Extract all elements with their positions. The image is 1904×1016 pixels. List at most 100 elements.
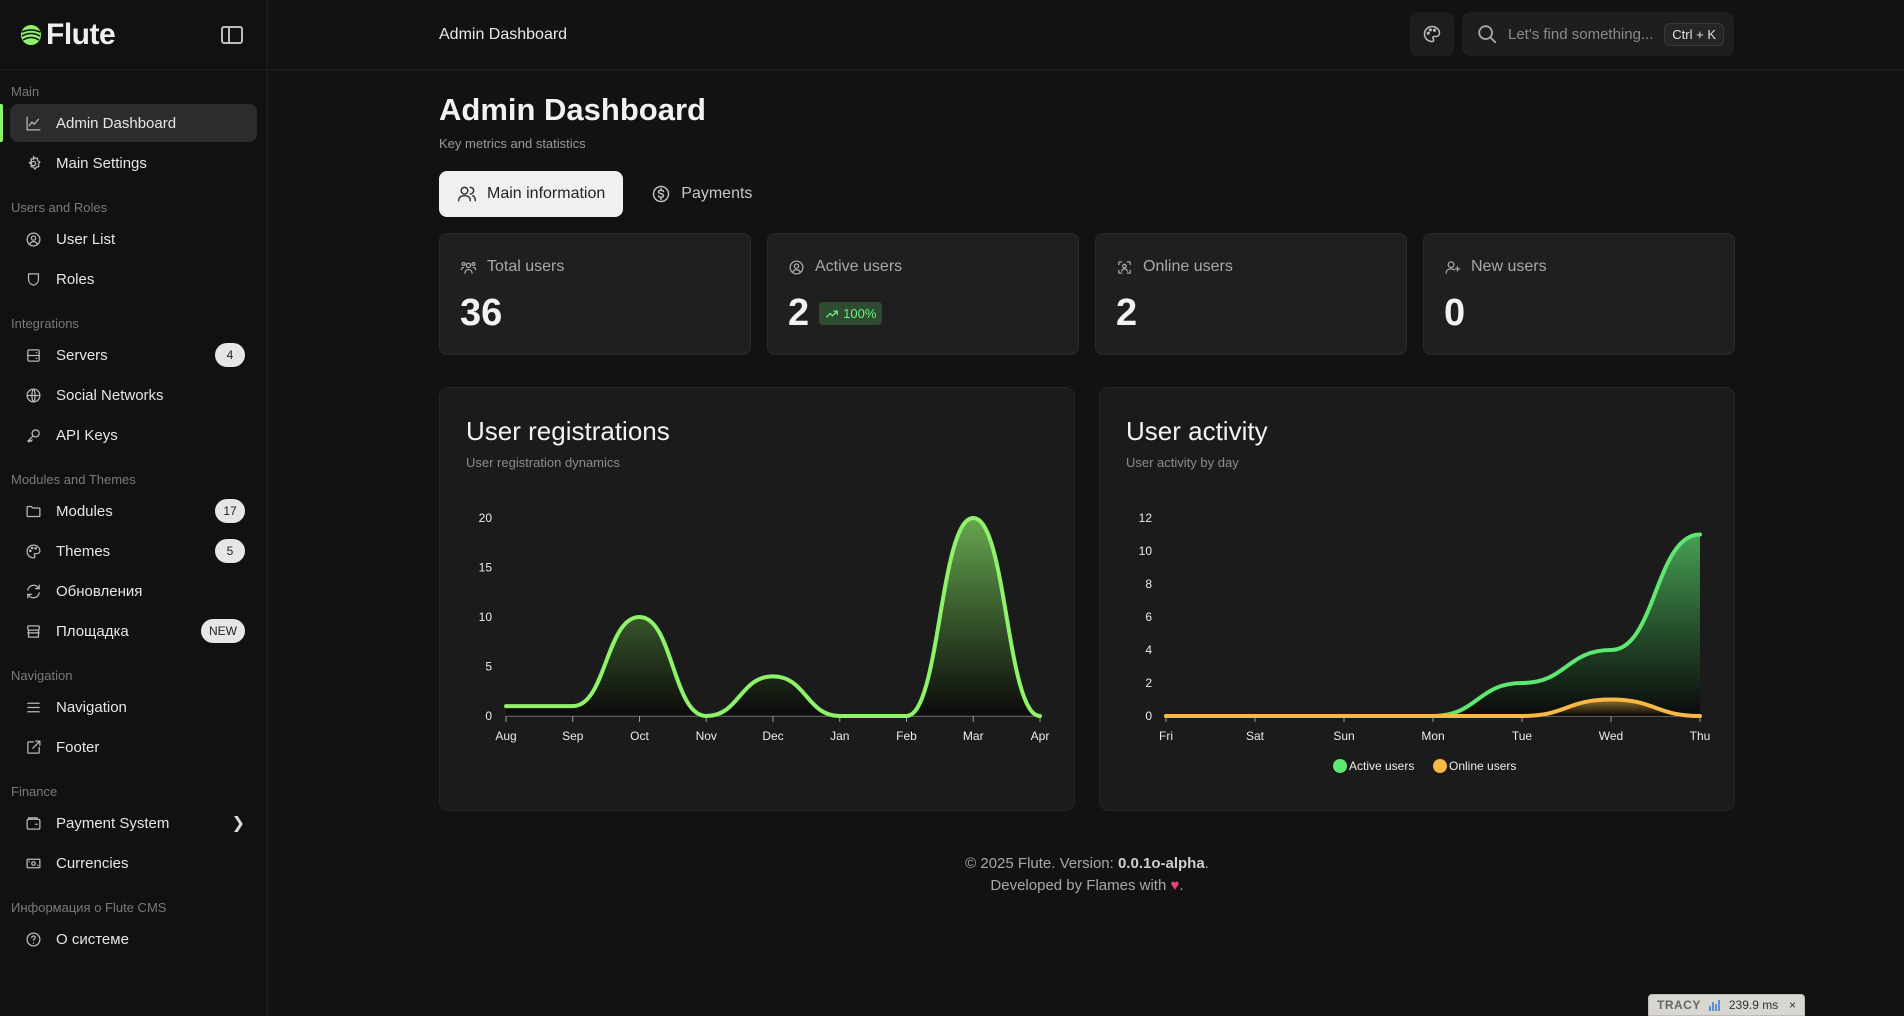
tab-main-information[interactable]: Main information — [439, 171, 624, 217]
sidebar-item-площадка[interactable]: Площадка NEW — [10, 612, 257, 650]
server-icon — [24, 346, 42, 364]
sidebar-item-roles[interactable]: Roles — [10, 260, 257, 298]
x-tick-label: Fri — [1159, 729, 1173, 743]
sidebar-item-footer[interactable]: Footer — [10, 728, 257, 766]
shield-icon — [24, 270, 42, 288]
line-online-users — [1164, 697, 1702, 718]
stat-label: New users — [1471, 258, 1547, 275]
sidebar-item-label: Площадка — [56, 622, 129, 640]
user-scan-icon — [1118, 260, 1131, 274]
search-placeholder: Let's find something... — [1508, 25, 1654, 43]
registrations-chart: 0 5 10 15 20 Aug Sep Oct Nov Dec Jan Feb Mar Apr — [479, 511, 1050, 743]
sidebar-item-servers[interactable]: Servers 4 — [10, 336, 257, 374]
y-tick-label: 8 — [1145, 577, 1152, 591]
sidebar-item-label: О системе — [56, 930, 129, 948]
legend-swatch — [1433, 759, 1447, 773]
theme-palette-button[interactable] — [1410, 12, 1454, 56]
chart-title: User registrations — [466, 416, 670, 446]
tab-label: Main information — [487, 185, 606, 202]
stats-grid: Total users 36 Active users 2 100% Onlin… — [439, 233, 1735, 355]
sidebar-item-label: Footer — [56, 738, 100, 756]
legend-item[interactable]: Online users — [1433, 759, 1516, 773]
sidebar: Flute Main Admin Dashboard Main Settings… — [0, 0, 268, 1016]
globe-icon — [24, 386, 42, 404]
stat-card-new-users: New users 0 — [1423, 233, 1735, 355]
y-tick-label: 0 — [485, 709, 492, 723]
search-icon — [1478, 25, 1497, 44]
top-header: Admin Dashboard Let's find something... … — [269, 0, 1904, 70]
sidebar-item-label: Themes — [56, 542, 111, 560]
stat-value: 0 — [1444, 292, 1466, 334]
x-tick-label: Apr — [1031, 729, 1050, 743]
charts-grid: User registrations User registration dyn… — [439, 387, 1735, 811]
tab-label: Payments — [681, 185, 753, 202]
x-tick-label: Sep — [562, 729, 584, 743]
y-tick-label: 15 — [479, 561, 493, 575]
stat-label: Online users — [1143, 258, 1233, 275]
logo[interactable]: Flute — [20, 17, 116, 52]
sidebar-item-social-networks[interactable]: Social Networks — [10, 376, 257, 414]
sidebar-item-label: Social Networks — [56, 386, 164, 404]
area-registrations — [506, 518, 1040, 716]
stat-card-active-users: Active users 2 100% — [767, 233, 1079, 355]
y-tick-label: 12 — [1139, 511, 1153, 525]
activity-chart: 0 2 4 6 8 10 12 Fri Sat Sun Mon Tue Wed Thu Active use… — [1139, 511, 1710, 773]
chart-subtitle: User activity by day — [1126, 455, 1239, 470]
brand-name: Flute — [46, 17, 116, 51]
x-tick-label: Wed — [1599, 729, 1623, 743]
flute-logo-icon — [21, 24, 41, 45]
sidebar-item-main-settings[interactable]: Main Settings — [10, 144, 257, 182]
stat-value: 2 — [788, 292, 810, 334]
sidebar-toggle-icon[interactable] — [221, 25, 243, 44]
user-plus-icon — [1445, 260, 1461, 274]
header-title: Admin Dashboard — [439, 26, 568, 43]
y-tick-label: 4 — [1145, 643, 1152, 657]
sidebar-item-user-list[interactable]: User List — [10, 220, 257, 258]
tracy-close-icon[interactable]: × — [1788, 998, 1796, 1012]
tracy-time: 239.9 ms — [1728, 998, 1779, 1012]
y-tick-label: 2 — [1145, 676, 1152, 690]
sidebar-item-о-системе[interactable]: О системе — [10, 920, 257, 958]
stat-label: Active users — [815, 258, 903, 275]
footer-copyright: © 2025 Flute. Version: — [965, 855, 1118, 872]
sidebar-item-modules[interactable]: Modules 17 — [10, 492, 257, 530]
sidebar-item-themes[interactable]: Themes 5 — [10, 532, 257, 570]
x-tick-label: Sun — [1333, 729, 1354, 743]
sidebar-badge: 5 — [215, 539, 245, 563]
trend-value: 100% — [843, 306, 877, 321]
footer: © 2025 Flute. Version: 0.0.1o-alpha. Dev… — [439, 853, 1735, 897]
chevron-right-icon: ❯ — [231, 815, 245, 832]
chart-card-user-registrations: User registrations User registration dyn… — [439, 387, 1075, 811]
refresh-icon — [24, 582, 42, 600]
sidebar-header: Flute — [0, 0, 267, 70]
tab-payments[interactable]: Payments — [633, 171, 770, 217]
sidebar-item-navigation[interactable]: Navigation — [10, 688, 257, 726]
footer-developed-by: Developed by Flames with — [990, 877, 1171, 894]
tracy-logo: TRACY — [1657, 998, 1701, 1012]
x-tick-label: Tue — [1512, 729, 1533, 743]
search-input[interactable]: Let's find something... Ctrl + K — [1462, 12, 1734, 56]
footer-copyright-line: © 2025 Flute. Version: 0.0.1o-alpha. — [965, 855, 1209, 872]
footer-version: 0.0.1o-alpha — [1117, 855, 1205, 872]
tracy-debug-bar[interactable]: TRACY 239.9 ms × — [1648, 994, 1805, 1016]
y-tick-label: 20 — [479, 511, 493, 525]
x-tick-label: Aug — [495, 729, 516, 743]
search-shortcut: Ctrl + K — [1664, 22, 1724, 46]
stat-card-online-users: Online users 2 — [1095, 233, 1407, 355]
stat-card-total-users: Total users 36 — [439, 233, 751, 355]
users-icon — [457, 186, 477, 202]
y-tick-label: 5 — [485, 660, 492, 674]
page-title: Admin Dashboard — [439, 92, 706, 127]
x-tick-label: Jan — [830, 729, 849, 743]
sidebar-item-currencies[interactable]: Currencies — [10, 844, 257, 882]
legend-item[interactable]: Active users — [1333, 759, 1414, 773]
sidebar-item-обновления[interactable]: Обновления — [10, 572, 257, 610]
sidebar-item-label: Payment System — [56, 814, 170, 832]
sidebar-item-admin-dashboard[interactable]: Admin Dashboard — [0, 104, 257, 142]
chart-card-user-activity: User activity User activity by day 0 2 4 6 8… — [1099, 387, 1735, 811]
line-registrations — [504, 515, 1042, 719]
sidebar-item-api-keys[interactable]: API Keys — [10, 416, 257, 454]
sidebar-badge: NEW — [201, 619, 245, 643]
sidebar-item-payment-system[interactable]: Payment System ❯ — [10, 804, 257, 842]
money-icon — [24, 854, 42, 872]
